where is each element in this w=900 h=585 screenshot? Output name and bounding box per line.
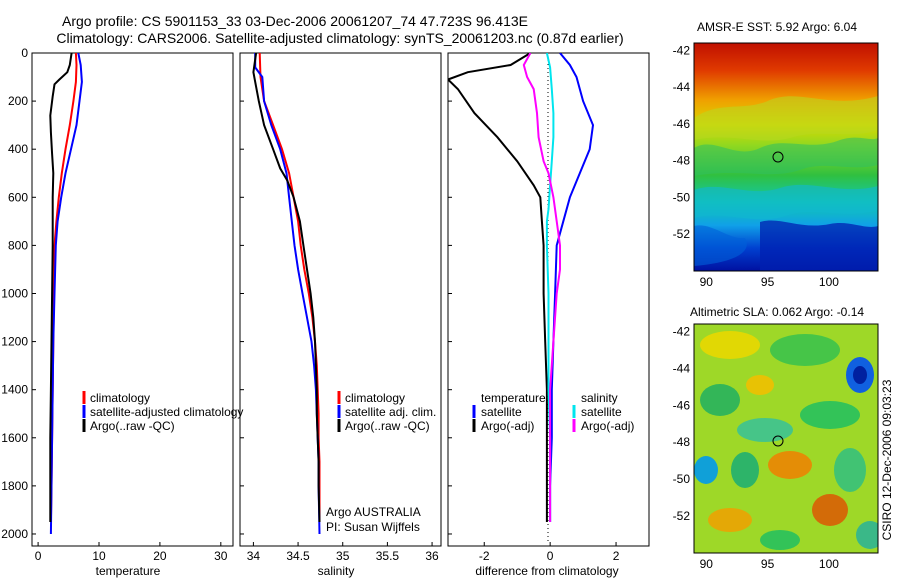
map-y-tick-label: -48: [673, 435, 691, 449]
legend-label-satellite: satellite adj. clim.: [345, 405, 436, 419]
salinity-series-group: [252, 53, 321, 535]
float-owner-annotation: Argo AUSTRALIA: [326, 505, 421, 519]
map-y-tick-label: -42: [673, 324, 691, 338]
sst-argo-location-marker: [772, 151, 784, 163]
y-tick-label: 400: [8, 142, 28, 156]
producer-timestamp-label: CSIRO 12-Dec-2006 09:03:23: [880, 379, 894, 540]
legend-label-argo: Argo(..raw -QC): [345, 419, 430, 433]
y-tick-label: 1200: [1, 335, 28, 349]
sla-map-image: [694, 324, 878, 553]
map-y-tick-label: -42: [673, 43, 691, 57]
difference-legend: temperature satellite Argo(-adj) salinit…: [472, 391, 634, 433]
temperature-axis-label: temperature: [96, 564, 161, 578]
y-tick-label: 1800: [1, 479, 28, 493]
map-y-tick-label: -44: [673, 361, 691, 375]
x-tick-label: 0: [35, 549, 42, 563]
series-line-salinity-argo-adj: [522, 53, 561, 522]
x-tick-label: 35.5: [376, 549, 400, 563]
x-tick-label: 0: [547, 549, 554, 563]
legend-label-satellite: satellite-adjusted climatology: [90, 405, 243, 419]
x-tick-label: -2: [479, 549, 490, 563]
map-x-tick-label: 90: [700, 557, 714, 571]
figure-title-line2: Climatology: CARS2006. Satellite-adjuste…: [56, 30, 623, 46]
legend-label-climatology: climatology: [345, 391, 405, 405]
y-tick-label: 1400: [1, 383, 28, 397]
series-line-argo-raw-qc: [252, 53, 321, 523]
sst-map-title: AMSR-E SST: 5.92 Argo: 6.04: [697, 20, 857, 34]
temperature-panel-frame: [31, 52, 234, 547]
series-line-argo-raw-qc: [49, 53, 73, 522]
x-tick-label: 2: [613, 549, 620, 563]
map-x-tick-label: 100: [819, 557, 839, 571]
legend-heading-temperature: temperature: [481, 391, 546, 405]
sst-map-frame: [693, 42, 879, 272]
map-x-tick-label: 95: [761, 275, 775, 289]
legend-label-climatology: climatology: [90, 391, 150, 405]
y-tick-label: 1000: [1, 286, 28, 300]
difference-series-group: [448, 53, 595, 522]
sla-map-frame: [693, 323, 879, 554]
x-tick-label: 34: [247, 549, 261, 563]
map-y-tick-label: -52: [673, 509, 691, 523]
map-y-tick-label: -52: [673, 227, 691, 241]
legend-label-temp-argo: Argo(-adj): [481, 419, 534, 433]
series-line-temperature-satellite: [549, 53, 595, 522]
legend-label-sal-satellite: satellite: [581, 405, 622, 419]
y-tick-label: 600: [8, 190, 28, 204]
sla-argo-location-marker: [772, 435, 784, 447]
map-x-tick-label: 95: [761, 557, 775, 571]
map-x-tick-label: 100: [819, 275, 839, 289]
float-pi-annotation: PI: Susan Wijffels: [326, 520, 420, 534]
y-tick-label: 2000: [1, 527, 28, 541]
y-tick-label: 1600: [1, 431, 28, 445]
x-tick-label: 34.5: [286, 549, 310, 563]
x-tick-label: 36: [425, 549, 439, 563]
y-tick-label: 0: [21, 46, 28, 60]
temperature-legend: climatology satellite-adjusted climatolo…: [82, 391, 243, 433]
x-tick-label: 35: [336, 549, 350, 563]
figure-title-line1: Argo profile: CS 5901153_33 03-Dec-2006 …: [62, 13, 528, 29]
series-line-temperature-argo-adj: [448, 53, 548, 522]
legend-label-sal-argo: Argo(-adj): [581, 419, 634, 433]
map-y-tick-label: -50: [673, 190, 691, 204]
x-tick-label: 10: [92, 549, 106, 563]
x-tick-label: 30: [214, 549, 228, 563]
legend-label-temp-satellite: satellite: [481, 405, 522, 419]
sst-map-image: [694, 43, 878, 271]
map-x-tick-label: 90: [700, 275, 714, 289]
map-y-tick-label: -46: [673, 398, 691, 412]
axes-ticks-group: 0 10 20 30020040060080010001200140016001800…: [1, 43, 839, 571]
salinity-axis-label: salinity: [318, 564, 355, 578]
map-y-tick-label: -46: [673, 117, 691, 131]
temperature-series-group: [49, 53, 83, 535]
map-y-tick-label: -44: [673, 80, 691, 94]
legend-label-argo: Argo(..raw -QC): [90, 419, 175, 433]
x-tick-label: 20: [153, 549, 167, 563]
map-y-tick-label: -50: [673, 472, 691, 486]
series-line-climatology: [258, 53, 321, 522]
salinity-legend: climatology satellite adj. clim. Argo(..…: [326, 391, 436, 534]
difference-axis-label: difference from climatology: [475, 564, 618, 578]
sla-map-title: Altimetric SLA: 0.062 Argo: -0.14: [690, 305, 864, 319]
y-tick-label: 800: [8, 238, 28, 252]
legend-heading-salinity: salinity: [581, 391, 618, 405]
salinity-panel-frame: [239, 52, 442, 547]
map-y-tick-label: -48: [673, 154, 691, 168]
y-tick-label: 200: [8, 94, 28, 108]
series-line-satellite-adjusted-climatology: [49, 53, 83, 535]
